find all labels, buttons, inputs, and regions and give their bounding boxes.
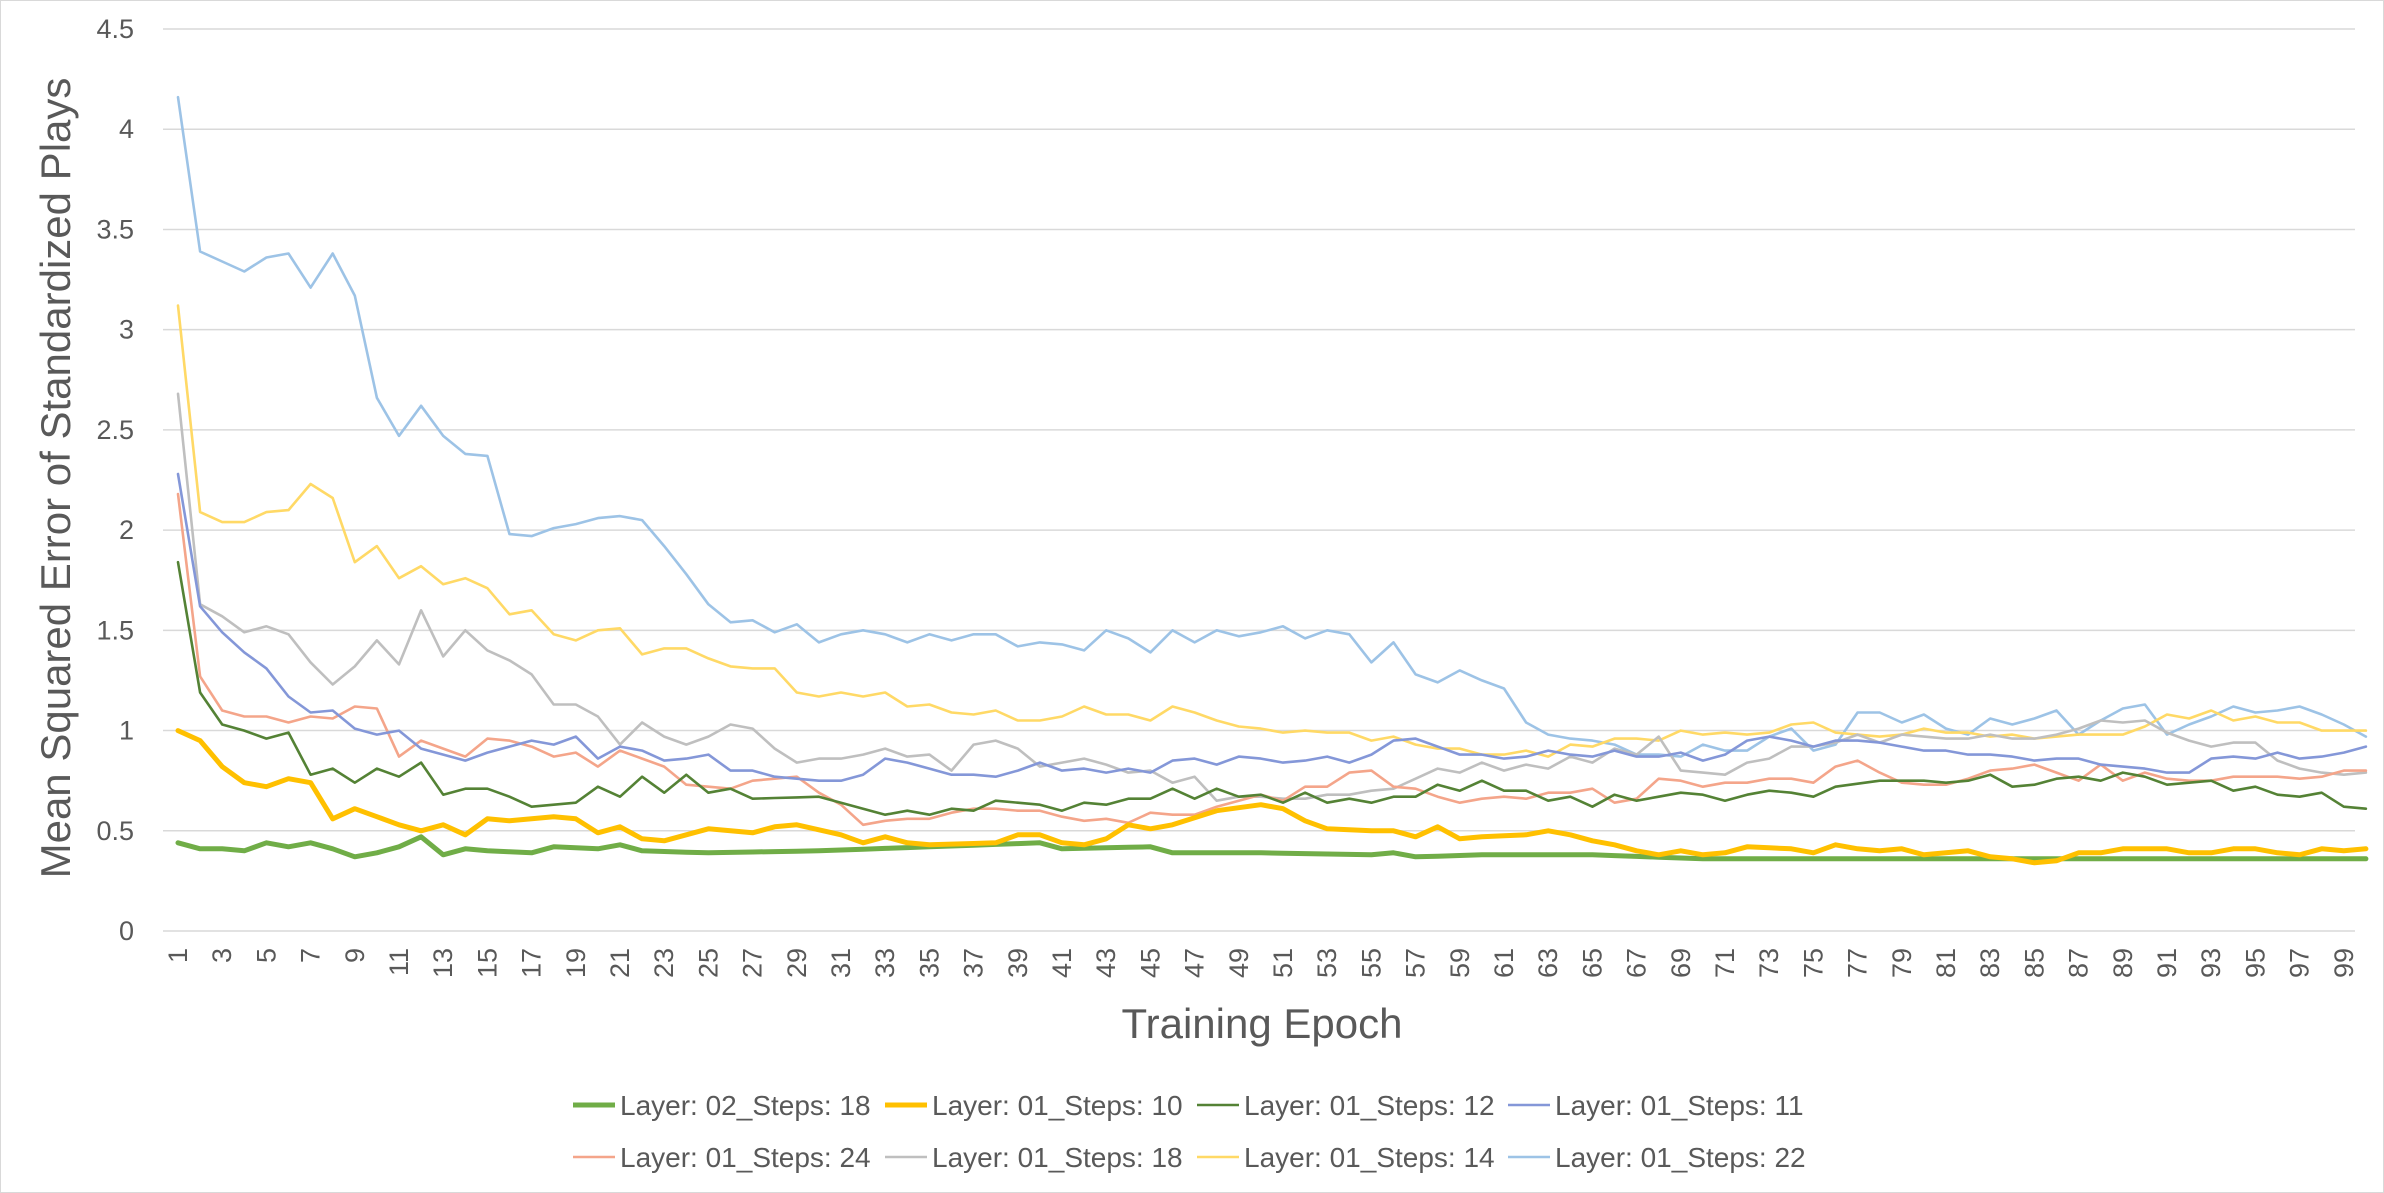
series-line-4 bbox=[176, 472, 2368, 783]
x-axis-title: Training Epoch bbox=[1122, 1000, 1403, 1047]
x-tick-label: 27 bbox=[738, 948, 768, 978]
x-tick-label: 73 bbox=[1754, 948, 1784, 978]
series-line-8 bbox=[176, 95, 2368, 758]
legend-entry: Layer: 01_Steps: 11 bbox=[1555, 1090, 1804, 1121]
x-tick-label: 7 bbox=[296, 948, 326, 963]
x-tick-label: 59 bbox=[1445, 948, 1475, 978]
x-tick-label: 87 bbox=[2064, 948, 2094, 978]
y-tick-label: 2.5 bbox=[96, 415, 134, 445]
x-tick-label: 69 bbox=[1666, 948, 1696, 978]
legend-entry: Layer: 01_Steps: 18 bbox=[932, 1142, 1183, 1173]
y-tick-label: 1 bbox=[119, 716, 134, 746]
legend-entry: Layer: 01_Steps: 24 bbox=[620, 1142, 871, 1173]
x-tick-label: 99 bbox=[2329, 948, 2359, 978]
series-line-1 bbox=[175, 834, 2369, 862]
x-tick-label: 63 bbox=[1533, 948, 1563, 978]
x-tick-label: 35 bbox=[914, 948, 944, 978]
x-tick-label: 21 bbox=[605, 948, 635, 978]
x-tick-label: 47 bbox=[1180, 948, 1210, 978]
x-tick-label: 85 bbox=[2019, 948, 2049, 978]
legend-entry: Layer: 01_Steps: 10 bbox=[932, 1090, 1183, 1121]
y-axis-ticks: 0 0.5 1 1.5 2 2.5 3 3.5 4 4.5 bbox=[96, 14, 134, 946]
series-lines bbox=[175, 95, 2369, 866]
x-tick-label: 57 bbox=[1401, 948, 1431, 978]
x-tick-label: 95 bbox=[2240, 948, 2270, 978]
x-tick-label: 93 bbox=[2196, 948, 2226, 978]
legend-entry: Layer: 01_Steps: 14 bbox=[1244, 1142, 1495, 1173]
series-line-2 bbox=[175, 728, 2369, 866]
x-tick-label: 19 bbox=[561, 948, 591, 978]
x-tick-label: 1 bbox=[163, 948, 193, 963]
x-tick-label: 39 bbox=[1003, 948, 1033, 978]
y-tick-label: 2 bbox=[119, 515, 134, 545]
x-axis-ticks: 1 3 5 7 9 11 13 15 17 19 21 23 25 27 29 31 33 35 37 39 41 43 4… bbox=[163, 948, 2359, 978]
legend-entry: Layer: 01_Steps: 22 bbox=[1555, 1142, 1806, 1173]
x-tick-label: 9 bbox=[340, 948, 370, 963]
x-tick-label: 3 bbox=[207, 948, 237, 963]
x-tick-label: 97 bbox=[2285, 948, 2315, 978]
x-tick-label: 15 bbox=[472, 948, 502, 978]
x-tick-label: 71 bbox=[1710, 948, 1740, 978]
y-tick-label: 0.5 bbox=[96, 816, 134, 846]
x-tick-label: 11 bbox=[384, 948, 414, 976]
x-tick-label: 91 bbox=[2152, 948, 2182, 978]
x-tick-label: 75 bbox=[1798, 948, 1828, 978]
x-tick-label: 49 bbox=[1224, 948, 1254, 978]
x-tick-label: 67 bbox=[1622, 948, 1652, 978]
x-tick-label: 89 bbox=[2108, 948, 2138, 978]
x-tick-label: 45 bbox=[1135, 948, 1165, 978]
x-tick-label: 77 bbox=[1843, 948, 1873, 978]
legend-entry: Layer: 02_Steps: 18 bbox=[620, 1090, 871, 1121]
gridlines bbox=[163, 28, 2355, 832]
x-tick-label: 5 bbox=[251, 948, 281, 963]
y-tick-label: 3.5 bbox=[96, 214, 134, 244]
x-tick-label: 79 bbox=[1887, 948, 1917, 978]
series-line-3 bbox=[176, 560, 2368, 817]
legend: Layer: 02_Steps: 18 Layer: 01_Steps: 10 La… bbox=[573, 1090, 1806, 1173]
x-tick-label: 61 bbox=[1489, 948, 1519, 978]
x-tick-label: 41 bbox=[1047, 948, 1077, 978]
x-tick-label: 25 bbox=[693, 948, 723, 978]
x-tick-label: 55 bbox=[1356, 948, 1386, 978]
y-tick-label: 4 bbox=[119, 114, 134, 144]
y-tick-label: 4.5 bbox=[96, 14, 134, 44]
legend-entry: Layer: 01_Steps: 12 bbox=[1244, 1090, 1495, 1121]
x-tick-label: 81 bbox=[1931, 948, 1961, 978]
x-tick-label: 33 bbox=[870, 948, 900, 978]
x-tick-label: 65 bbox=[1577, 948, 1607, 978]
x-tick-label: 53 bbox=[1312, 948, 1342, 978]
x-tick-label: 17 bbox=[517, 948, 547, 978]
x-tick-label: 51 bbox=[1268, 948, 1298, 978]
x-tick-label: 29 bbox=[782, 948, 812, 978]
x-tick-label: 23 bbox=[649, 948, 679, 978]
series-line-7 bbox=[176, 304, 2368, 758]
x-tick-label: 31 bbox=[826, 948, 856, 978]
y-tick-label: 3 bbox=[119, 315, 134, 345]
y-axis-title: Mean Squared Error of Standardized Plays bbox=[32, 78, 79, 879]
x-tick-label: 37 bbox=[959, 948, 989, 978]
x-tick-label: 13 bbox=[428, 948, 458, 978]
x-tick-label: 83 bbox=[1975, 948, 2005, 978]
y-tick-label: 1.5 bbox=[96, 615, 134, 645]
x-tick-label: 43 bbox=[1091, 948, 1121, 978]
y-tick-label: 0 bbox=[119, 916, 134, 946]
